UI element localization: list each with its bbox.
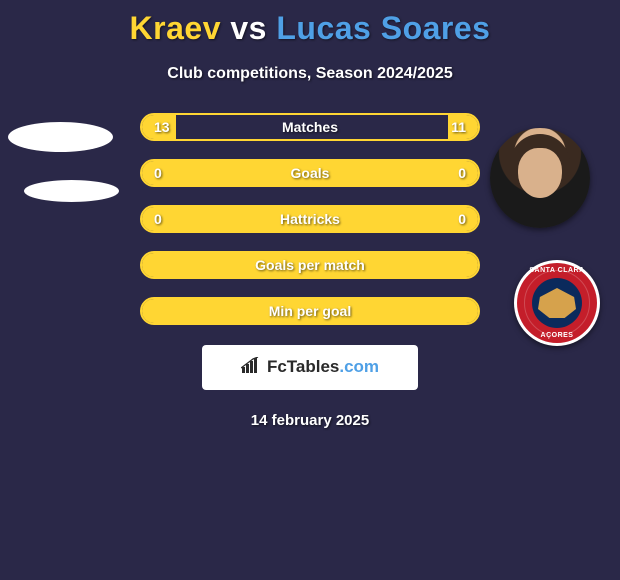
- eagle-icon: [538, 288, 576, 318]
- brand-name: FcTables: [267, 357, 339, 376]
- club-badge-text-top: SANTA CLARA: [517, 267, 597, 274]
- date-text: 14 february 2025: [0, 412, 620, 429]
- club-badge-ring: SANTA CLARA AÇORES: [517, 263, 597, 343]
- brand-tld: .com: [339, 357, 379, 376]
- stat-row: 13 11 Matches: [140, 113, 480, 141]
- stat-value-right: 11: [451, 119, 466, 135]
- stats-container: 13 11 Matches 0 0 Goals 0 0 Hattricks Goals per m…: [140, 113, 480, 325]
- page-title: Kraev vs Lucas Soares: [0, 0, 620, 47]
- stat-label: Matches: [282, 119, 338, 135]
- stat-label: Goals: [291, 165, 330, 181]
- player1-name: Kraev: [130, 10, 221, 46]
- stat-value-right: 0: [458, 165, 466, 181]
- brand-badge: FcTables.com: [202, 345, 418, 390]
- stat-value-right: 0: [458, 211, 466, 227]
- player2-club-badge: SANTA CLARA AÇORES: [514, 260, 600, 346]
- chart-icon: [241, 357, 261, 378]
- player1-avatar-placeholder: [8, 122, 113, 152]
- stat-row: 0 0 Hattricks: [140, 205, 480, 233]
- stat-row: Min per goal: [140, 297, 480, 325]
- stat-label: Hattricks: [280, 211, 340, 227]
- player1-club-placeholder: [24, 180, 119, 202]
- club-badge-text-bottom: AÇORES: [517, 332, 597, 339]
- stat-label: Min per goal: [269, 303, 351, 319]
- comparison-card: Kraev vs Lucas Soares Club competitions,…: [0, 0, 620, 580]
- stat-value-left: 13: [154, 119, 170, 135]
- player2-avatar: [490, 128, 590, 228]
- club-badge-inner: [532, 278, 582, 328]
- stat-value-left: 0: [154, 165, 162, 181]
- stat-row: Goals per match: [140, 251, 480, 279]
- vs-text: vs: [230, 10, 267, 46]
- subtitle: Club competitions, Season 2024/2025: [0, 65, 620, 83]
- stat-value-left: 0: [154, 211, 162, 227]
- stat-label: Goals per match: [255, 257, 365, 273]
- player2-name: Lucas Soares: [276, 10, 490, 46]
- stat-row: 0 0 Goals: [140, 159, 480, 187]
